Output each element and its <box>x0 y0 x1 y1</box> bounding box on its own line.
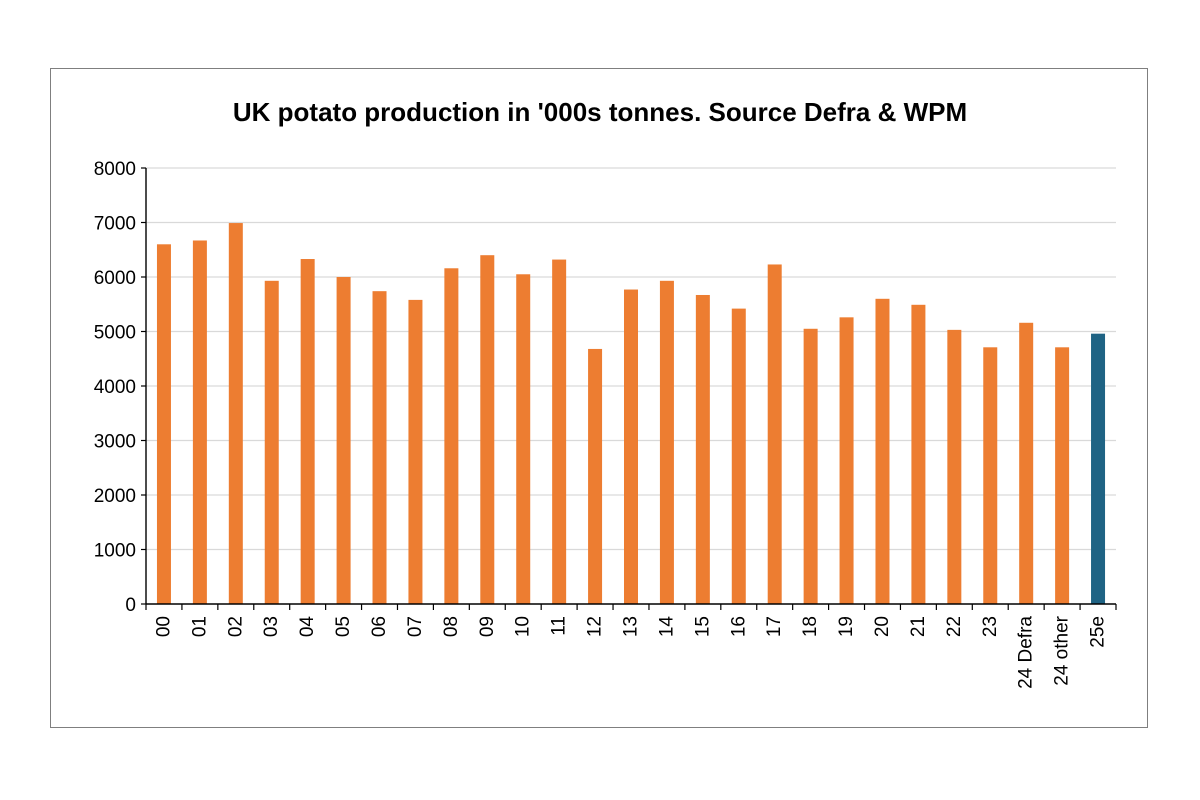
y-tick-label: 7000 <box>94 214 136 235</box>
chart-frame: UK potato production in '000s tonnes. So… <box>50 68 1148 728</box>
x-tick-label: 23 <box>980 616 1001 637</box>
y-tick-label: 5000 <box>94 323 136 344</box>
x-tick-label: 09 <box>477 616 498 637</box>
x-tick-label: 16 <box>728 616 749 637</box>
x-tick-label: 14 <box>656 616 677 638</box>
x-tick-label: 04 <box>297 616 318 638</box>
bar-04 <box>300 259 315 604</box>
x-tick-label: 05 <box>333 616 354 637</box>
bars <box>156 223 1106 605</box>
x-tick-label: 08 <box>441 616 462 637</box>
bar-chart: UK potato production in '000s tonnes. So… <box>94 97 1117 689</box>
bar-20 <box>875 298 890 604</box>
bar-17 <box>767 264 782 604</box>
x-tick-label: 03 <box>261 616 282 637</box>
y-tick-label: 0 <box>125 595 136 616</box>
x-tick-label: 17 <box>764 616 785 637</box>
bar-07 <box>408 299 423 604</box>
chart-title: UK potato production in '000s tonnes. So… <box>233 97 967 127</box>
x-tick-labels: 00 01 02 03 04 05 06 07 08 09 10 11 12 13 14 15 16 17 18 19… <box>153 615 1108 689</box>
x-tick-label: 22 <box>944 616 965 637</box>
bar-25e <box>1091 333 1106 604</box>
y-tick-label: 1000 <box>94 541 136 562</box>
bar-24-other <box>1055 347 1070 604</box>
y-tick-label: 6000 <box>94 268 136 289</box>
bar-12 <box>588 348 603 604</box>
bar-21 <box>911 304 926 604</box>
y-tick-label: 3000 <box>94 432 136 453</box>
bar-02 <box>228 223 243 605</box>
x-tick-label: 25e <box>1088 616 1109 648</box>
bar-10 <box>516 274 531 604</box>
bar-09 <box>480 255 495 604</box>
bar-19 <box>839 317 854 604</box>
bar-01 <box>192 240 207 605</box>
y-tick-label: 8000 <box>94 159 136 180</box>
x-tick-label: 24 Defra <box>1016 616 1037 689</box>
y-tick-labels: 0 1000 2000 3000 4000 5000 6000 7000 8000 <box>94 159 136 616</box>
bar-23 <box>983 347 998 604</box>
bar-22 <box>947 329 962 604</box>
x-tick-label: 02 <box>225 616 246 637</box>
x-tick-label: 19 <box>836 616 857 637</box>
bar-16 <box>731 308 746 604</box>
bar-24-defra <box>1019 322 1034 604</box>
x-tick-label: 13 <box>621 616 642 637</box>
bar-00 <box>156 244 171 605</box>
bar-11 <box>552 259 567 604</box>
x-tick-label: 24 other <box>1052 615 1073 685</box>
bar-14 <box>659 280 674 604</box>
x-tick-label: 20 <box>872 616 893 637</box>
x-tick-label: 07 <box>405 616 426 637</box>
y-tick-label: 2000 <box>94 486 136 507</box>
x-tick-label: 11 <box>549 616 570 636</box>
x-tick-label: 01 <box>189 616 210 637</box>
axes <box>141 167 1117 610</box>
x-tick-label: 06 <box>369 616 390 637</box>
x-tick-label: 15 <box>692 616 713 637</box>
y-tick-label: 4000 <box>94 377 136 398</box>
bar-03 <box>264 280 279 604</box>
x-tick-label: 10 <box>513 616 534 637</box>
x-tick-label: 18 <box>800 616 821 637</box>
bar-08 <box>444 268 459 604</box>
bar-05 <box>336 277 351 604</box>
x-tick-label: 21 <box>908 616 929 637</box>
x-tick-label: 12 <box>585 616 606 637</box>
bar-06 <box>372 291 387 604</box>
bar-15 <box>695 294 710 604</box>
bar-13 <box>624 289 638 604</box>
x-tick-label: 00 <box>153 616 174 637</box>
bar-18 <box>803 328 818 604</box>
